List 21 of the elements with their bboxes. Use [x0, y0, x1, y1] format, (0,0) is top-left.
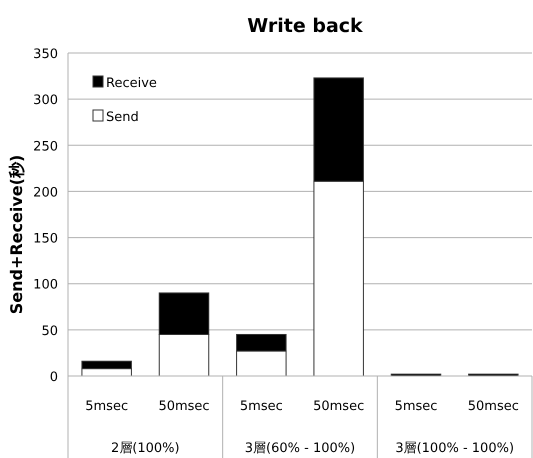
- x-tick-label: 5msec: [85, 399, 128, 414]
- y-tick-label: 0: [50, 370, 58, 385]
- chart-title: Write back: [247, 15, 364, 37]
- y-tick-label: 350: [33, 47, 58, 62]
- y-tick-label: 150: [33, 232, 58, 247]
- x-tick-label: 50msec: [158, 399, 210, 414]
- y-axis-title: Send+Receive(秒): [7, 154, 26, 314]
- y-tick-label: 50: [41, 324, 58, 339]
- y-tick-label: 300: [33, 93, 58, 108]
- text: 3層(60% - 100%): [244, 441, 356, 456]
- x-tick-label: 5msec: [240, 399, 283, 414]
- y-tick-label: 100: [33, 278, 58, 293]
- x-tick-label: 50msec: [468, 399, 519, 414]
- text: 3層(100% - 100%): [395, 441, 514, 456]
- legend-label: Send: [106, 110, 139, 125]
- x-tick-label: 50msec: [313, 399, 364, 414]
- text: 2層(100%): [111, 441, 180, 456]
- x-tick-label: 5msec: [394, 399, 438, 414]
- y-tick-label: 200: [33, 185, 58, 200]
- y-tick-label: 250: [33, 139, 58, 154]
- legend-label: Receive: [106, 76, 157, 91]
